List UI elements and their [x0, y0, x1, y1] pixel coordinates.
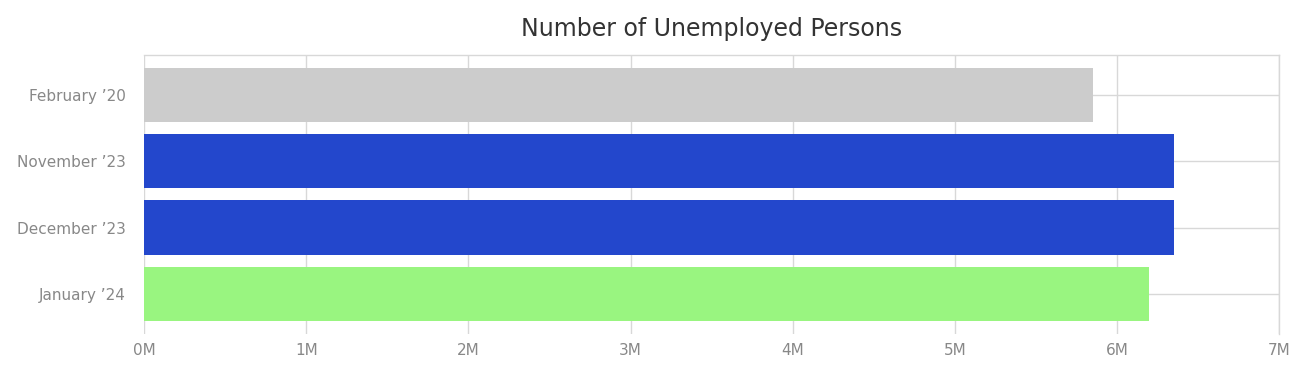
Title: Number of Unemployed Persons: Number of Unemployed Persons — [521, 16, 902, 40]
Bar — [144, 267, 1149, 321]
Bar — [144, 200, 1174, 255]
Bar — [144, 68, 1093, 122]
Bar — [144, 134, 1174, 188]
